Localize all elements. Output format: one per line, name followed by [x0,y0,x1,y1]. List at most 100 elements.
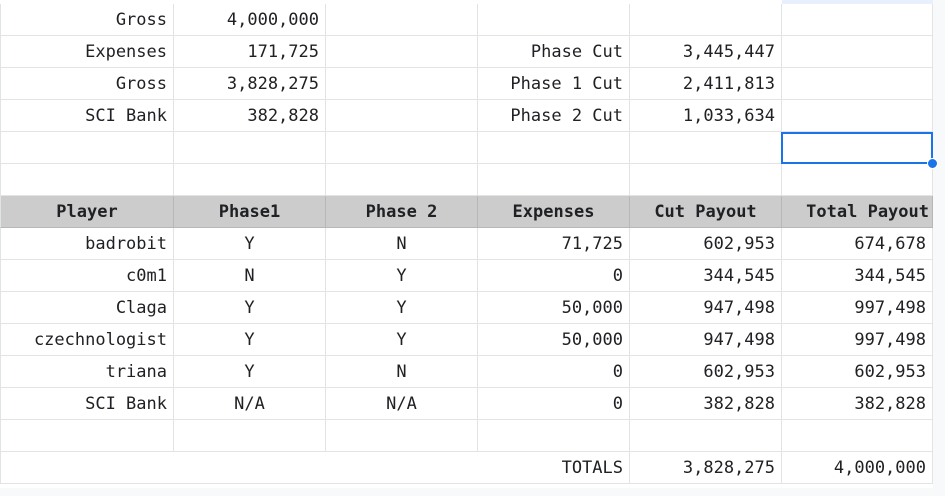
player-cell[interactable]: c0m1 [0,260,174,292]
summary-row: Gross 4,000,000 [0,4,933,36]
empty-cell[interactable] [326,36,478,68]
empty-cell[interactable] [0,420,174,452]
empty-row [0,420,933,452]
header-phase1[interactable]: Phase1 [174,196,326,228]
table-row: Claga Y Y 50,000 947,498 997,498 [0,292,933,324]
expenses-cell[interactable]: 50,000 [478,292,630,324]
header-expenses[interactable]: Expenses [478,196,630,228]
table-row: SCI Bank N/A N/A 0 382,828 382,828 [0,388,933,420]
phase1-cell[interactable]: Y [174,228,326,260]
phase1-cell[interactable]: Y [174,356,326,388]
cut-value-cell[interactable]: 1,033,634 [630,100,782,132]
totals-row: TOTALS 3,828,275 4,000,000 [0,452,933,484]
empty-cell[interactable] [782,132,933,164]
spreadsheet-grid[interactable]: Gross 4,000,000 Expenses 171,725 Phase C… [0,0,938,488]
summary-label-cell[interactable]: Gross [0,4,174,36]
empty-cell[interactable] [0,132,174,164]
total-payout-cell[interactable]: 674,678 [782,228,933,260]
expenses-cell[interactable]: 0 [478,260,630,292]
empty-cell[interactable] [782,100,933,132]
cut-payout-cell[interactable]: 344,545 [630,260,782,292]
phase2-cell[interactable]: Y [326,292,478,324]
phase2-cell[interactable]: N [326,228,478,260]
table-row: badrobit Y N 71,725 602,953 674,678 [0,228,933,260]
fill-handle[interactable] [927,158,938,169]
cut-value-cell[interactable]: 3,445,447 [630,36,782,68]
totals-total-payout-cell[interactable]: 4,000,000 [782,452,933,484]
cut-payout-cell[interactable]: 382,828 [630,388,782,420]
player-cell[interactable]: badrobit [0,228,174,260]
summary-value-cell[interactable]: 3,828,275 [174,68,326,100]
total-payout-cell[interactable]: 602,953 [782,356,933,388]
empty-cell[interactable] [326,452,478,484]
phase1-cell[interactable]: Y [174,324,326,356]
empty-cell[interactable] [630,420,782,452]
phase2-cell[interactable]: N [326,356,478,388]
phase1-cell[interactable]: N/A [174,388,326,420]
empty-cell[interactable] [326,132,478,164]
empty-cell[interactable] [174,420,326,452]
cut-payout-cell[interactable]: 602,953 [630,228,782,260]
cut-payout-cell[interactable]: 947,498 [630,324,782,356]
summary-row: SCI Bank 382,828 Phase 2 Cut 1,033,634 [0,100,933,132]
expenses-cell[interactable]: 0 [478,356,630,388]
total-payout-cell[interactable]: 344,545 [782,260,933,292]
cut-payout-cell[interactable]: 947,498 [630,292,782,324]
player-cell[interactable]: Claga [0,292,174,324]
total-payout-cell[interactable]: 997,498 [782,292,933,324]
cut-label-cell[interactable]: Phase 2 Cut [478,100,630,132]
summary-value-cell[interactable]: 382,828 [174,100,326,132]
player-cell[interactable]: czechnologist [0,324,174,356]
summary-value-cell[interactable]: 4,000,000 [174,4,326,36]
empty-cell[interactable] [326,4,478,36]
phase2-cell[interactable]: Y [326,324,478,356]
empty-cell[interactable] [326,420,478,452]
empty-cell[interactable] [782,68,933,100]
player-cell[interactable]: SCI Bank [0,388,174,420]
empty-cell[interactable] [630,132,782,164]
empty-cell[interactable] [478,132,630,164]
player-cell[interactable]: triana [0,356,174,388]
empty-cell[interactable] [630,164,782,196]
empty-cell[interactable] [478,420,630,452]
empty-cell[interactable] [782,164,933,196]
header-phase2[interactable]: Phase 2 [326,196,478,228]
empty-cell[interactable] [174,132,326,164]
empty-cell[interactable] [326,164,478,196]
header-player[interactable]: Player [0,196,174,228]
empty-cell[interactable] [782,4,933,36]
expenses-cell[interactable]: 71,725 [478,228,630,260]
expenses-cell[interactable]: 0 [478,388,630,420]
cut-label-cell[interactable]: Phase 1 Cut [478,68,630,100]
summary-label-cell[interactable]: SCI Bank [0,100,174,132]
phase2-cell[interactable]: N/A [326,388,478,420]
header-total-payout[interactable]: Total Payout [782,196,933,228]
cut-value-cell[interactable] [630,4,782,36]
phase1-cell[interactable]: Y [174,292,326,324]
summary-label-cell[interactable]: Expenses [0,36,174,68]
empty-cell[interactable] [478,164,630,196]
total-payout-cell[interactable]: 382,828 [782,388,933,420]
summary-label-cell[interactable]: Gross [0,68,174,100]
empty-cell[interactable] [174,452,326,484]
empty-cell[interactable] [782,36,933,68]
cut-value-cell[interactable]: 2,411,813 [630,68,782,100]
phase1-cell[interactable]: N [174,260,326,292]
empty-cell[interactable] [326,100,478,132]
expenses-cell[interactable]: 50,000 [478,324,630,356]
totals-cut-payout-cell[interactable]: 3,828,275 [630,452,782,484]
summary-value-cell[interactable]: 171,725 [174,36,326,68]
totals-label-cell[interactable]: TOTALS [478,452,630,484]
cut-payout-cell[interactable]: 602,953 [630,356,782,388]
header-cut-payout[interactable]: Cut Payout [630,196,782,228]
cut-label-cell[interactable]: Phase Cut [478,36,630,68]
empty-cell[interactable] [782,420,933,452]
empty-cell[interactable] [326,68,478,100]
empty-cell[interactable] [0,452,174,484]
empty-row [0,132,933,164]
cut-label-cell[interactable] [478,4,630,36]
empty-cell[interactable] [0,164,174,196]
empty-cell[interactable] [174,164,326,196]
total-payout-cell[interactable]: 997,498 [782,324,933,356]
phase2-cell[interactable]: Y [326,260,478,292]
